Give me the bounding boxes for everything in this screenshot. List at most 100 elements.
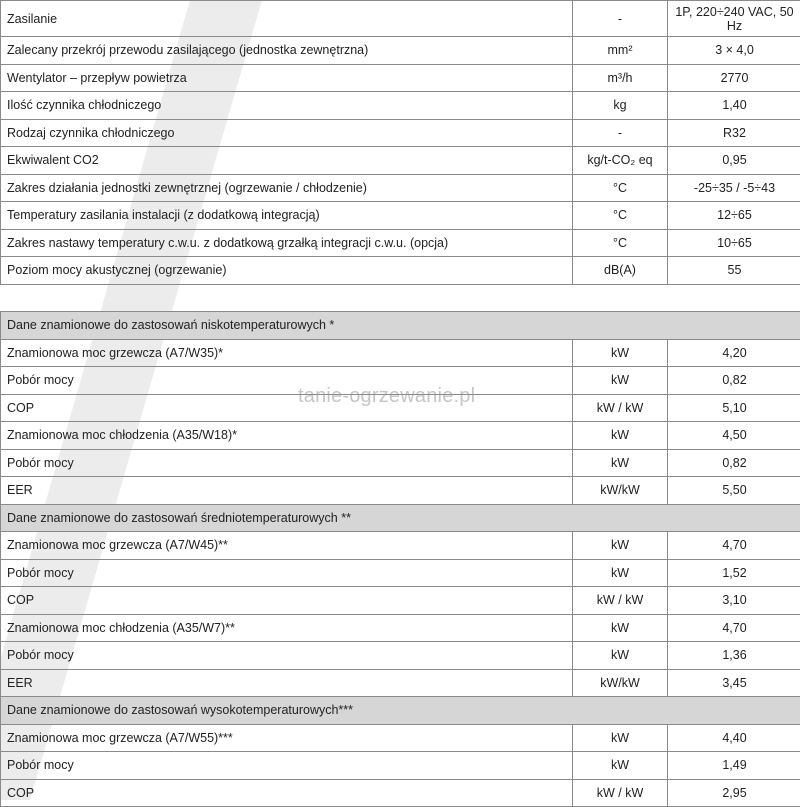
cell-label: COP	[1, 394, 573, 422]
cell-label: Znamionowa moc grzewcza (A7/W35)*	[1, 339, 573, 367]
cell-unit: °C	[573, 229, 668, 257]
cell-unit: kW	[573, 422, 668, 450]
cell-label: Pobór mocy	[1, 752, 573, 780]
cell-label: Pobór mocy	[1, 449, 573, 477]
cell-unit: -	[573, 1, 668, 37]
cell-value: 3 × 4,0	[668, 37, 800, 65]
cell-label: Zakres działania jednostki zewnętrznej (…	[1, 174, 573, 202]
cell-value: 1,36	[668, 642, 800, 670]
cell-value: 4,20	[668, 339, 800, 367]
cell-unit: kW / kW	[573, 779, 668, 807]
section-title: Dane znamionowe do zastosowań niskotempe…	[1, 312, 800, 340]
cell-unit: -	[573, 119, 668, 147]
cell-unit: dB(A)	[573, 257, 668, 285]
cell-label: COP	[1, 779, 573, 807]
cell-value: 4,50	[668, 422, 800, 450]
cell-value: 2,95	[668, 779, 800, 807]
table-row: Temperatury zasilania instalacji (z doda…	[1, 202, 800, 230]
cell-value: 55	[668, 257, 800, 285]
cell-label: Poziom mocy akustycznej (ogrzewanie)	[1, 257, 573, 285]
cell-unit: kW/kW	[573, 669, 668, 697]
cell-value: 10÷65	[668, 229, 800, 257]
cell-value: 5,10	[668, 394, 800, 422]
section-header: Dane znamionowe do zastosowań średniotem…	[1, 504, 800, 532]
cell-unit: kW	[573, 449, 668, 477]
cell-value: 2770	[668, 64, 800, 92]
cell-label: Ekwiwalent CO2	[1, 147, 573, 175]
cell-value: -25÷35 / -5÷43	[668, 174, 800, 202]
cell-value: R32	[668, 119, 800, 147]
cell-unit: kW	[573, 532, 668, 560]
cell-unit: m³/h	[573, 64, 668, 92]
cell-unit: kW	[573, 367, 668, 395]
cell-unit: kW/kW	[573, 477, 668, 505]
cell-label: EER	[1, 669, 573, 697]
section-header: Dane znamionowe do zastosowań wysokotemp…	[1, 697, 800, 725]
table-row: Zakres nastawy temperatury c.w.u. z doda…	[1, 229, 800, 257]
cell-label: Pobór mocy	[1, 367, 573, 395]
cell-value: 4,40	[668, 724, 800, 752]
cell-unit: kg/t-CO₂ eq	[573, 147, 668, 175]
cell-value: 3,10	[668, 587, 800, 615]
cell-label: Rodzaj czynnika chłodniczego	[1, 119, 573, 147]
cell-value: 1,49	[668, 752, 800, 780]
cell-value: 1,52	[668, 559, 800, 587]
cell-value: 1P, 220÷240 VAC, 50 Hz	[668, 1, 800, 37]
cell-unit: kW	[573, 724, 668, 752]
cell-value: 4,70	[668, 532, 800, 560]
cell-label: COP	[1, 587, 573, 615]
section-header: Dane znamionowe do zastosowań niskotempe…	[1, 312, 800, 340]
cell-label: Znamionowa moc chłodzenia (A35/W18)*	[1, 422, 573, 450]
section-title: Dane znamionowe do zastosowań średniotem…	[1, 504, 800, 532]
cell-label: Zalecany przekrój przewodu zasilającego …	[1, 37, 573, 65]
cell-label: Pobór mocy	[1, 642, 573, 670]
cell-label: Pobór mocy	[1, 559, 573, 587]
cell-value: 0,95	[668, 147, 800, 175]
cell-label: Zakres nastawy temperatury c.w.u. z doda…	[1, 229, 573, 257]
watermark: tanie-ogrzewanie.pl	[298, 385, 475, 408]
cell-value: 4,70	[668, 614, 800, 642]
table-row: Zasilanie-1P, 220÷240 VAC, 50 Hz	[1, 1, 800, 37]
cell-value: 0,82	[668, 367, 800, 395]
cell-unit: kW / kW	[573, 394, 668, 422]
table-row: Zakres działania jednostki zewnętrznej (…	[1, 174, 800, 202]
cell-label: EER	[1, 477, 573, 505]
cell-value: 0,82	[668, 449, 800, 477]
cell-unit: kW	[573, 642, 668, 670]
table-row: Poziom mocy akustycznej (ogrzewanie)dB(A…	[1, 257, 800, 285]
table-row: Zalecany przekrój przewodu zasilającego …	[1, 37, 800, 65]
cell-label: Znamionowa moc grzewcza (A7/W45)**	[1, 532, 573, 560]
table-row: Rodzaj czynnika chłodniczego-R32	[1, 119, 800, 147]
section-title: Dane znamionowe do zastosowań wysokotemp…	[1, 697, 800, 725]
cell-unit: °C	[573, 202, 668, 230]
cell-unit: kW	[573, 752, 668, 780]
cell-label: Ilość czynnika chłodniczego	[1, 92, 573, 120]
cell-unit: kW	[573, 614, 668, 642]
cell-unit: kW	[573, 559, 668, 587]
cell-unit: kW / kW	[573, 587, 668, 615]
cell-value: 3,45	[668, 669, 800, 697]
cell-label: Znamionowa moc chłodzenia (A35/W7)**	[1, 614, 573, 642]
cell-unit: mm²	[573, 37, 668, 65]
cell-label: Temperatury zasilania instalacji (z doda…	[1, 202, 573, 230]
cell-value: 5,50	[668, 477, 800, 505]
cell-label: Wentylator – przepływ powietrza	[1, 64, 573, 92]
cell-unit: kW	[573, 339, 668, 367]
cell-value: 12÷65	[668, 202, 800, 230]
cell-value: 1,40	[668, 92, 800, 120]
